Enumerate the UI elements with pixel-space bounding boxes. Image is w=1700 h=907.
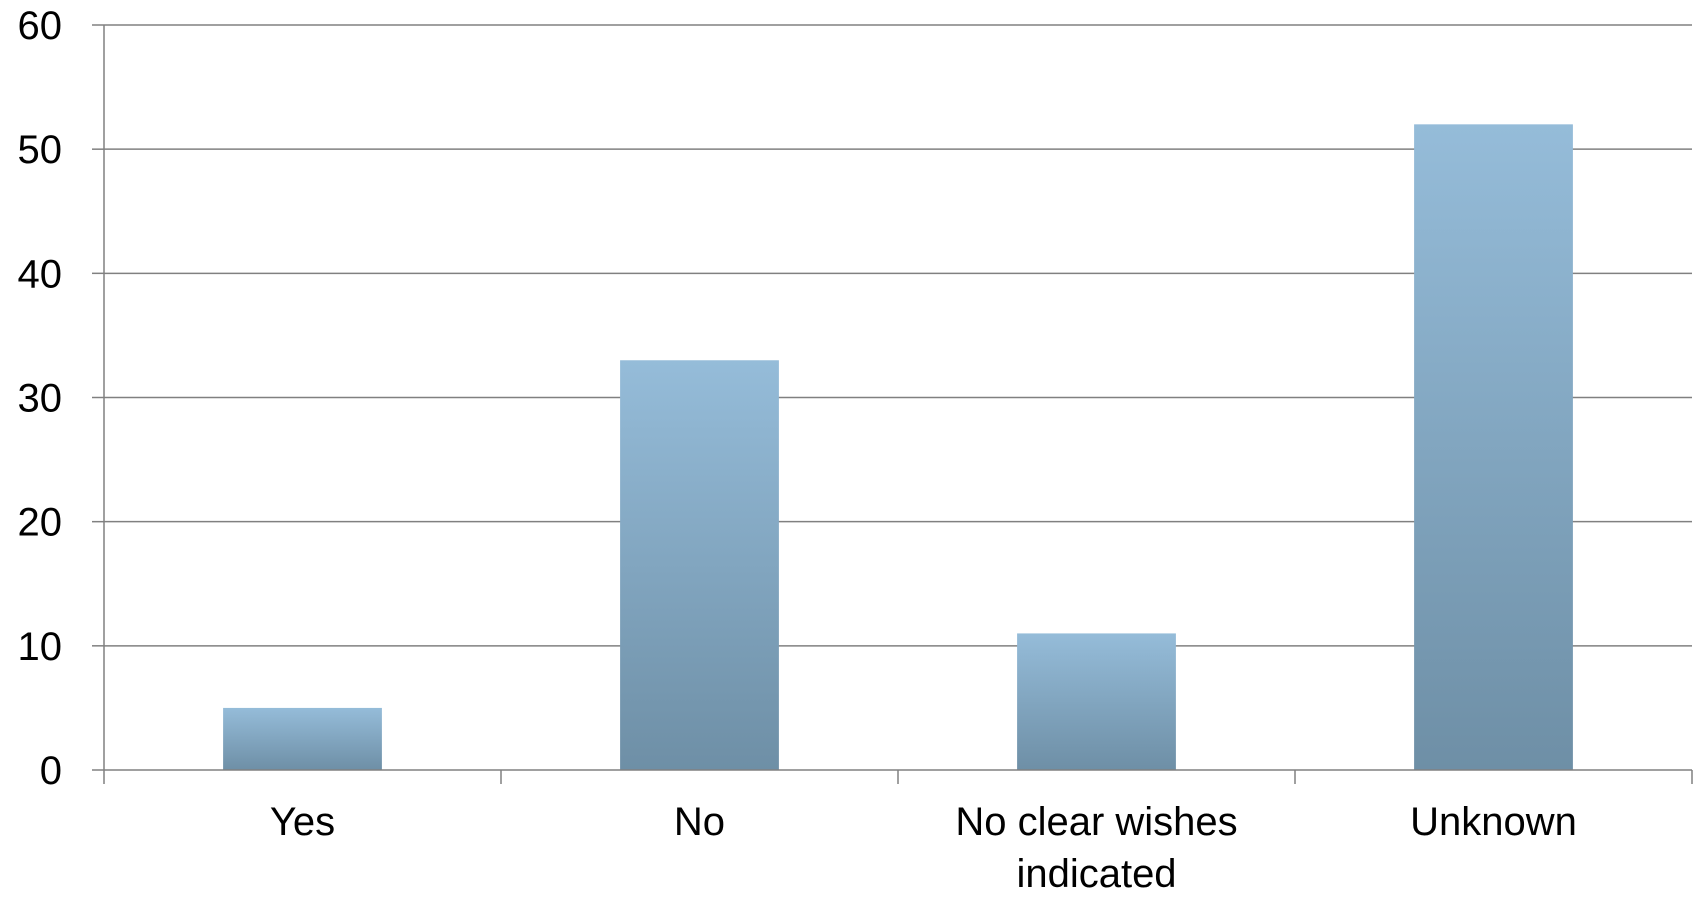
bar-yes — [223, 707, 382, 770]
axes — [92, 24, 1693, 784]
x-category-label: Yes — [270, 800, 335, 844]
bars — [223, 124, 1573, 771]
y-tick-label: 0 — [40, 749, 62, 793]
bar-no — [620, 360, 779, 770]
x-category-label: Unknown — [1410, 800, 1577, 844]
x-category-label: No — [674, 800, 725, 844]
y-tick-label: 60 — [18, 4, 63, 48]
y-tick-label: 20 — [18, 501, 63, 545]
y-tick-label: 40 — [18, 252, 63, 296]
y-tick-label: 30 — [18, 377, 63, 421]
x-category-labels: Yes No No clear wishes indicated Unknown — [270, 800, 1577, 896]
bar-no-clear-wishes-indicated — [1017, 633, 1176, 770]
y-tick-labels: 0 10 20 30 40 50 60 — [18, 4, 63, 793]
y-tick-label: 50 — [18, 128, 63, 172]
x-category-label: No clear wishes indicated — [955, 800, 1237, 896]
bar-unknown — [1414, 124, 1573, 771]
y-tick-label: 10 — [18, 625, 63, 669]
